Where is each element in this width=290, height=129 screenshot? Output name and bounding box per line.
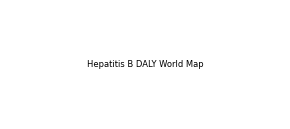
Text: Hepatitis B DALY World Map: Hepatitis B DALY World Map: [87, 60, 203, 69]
